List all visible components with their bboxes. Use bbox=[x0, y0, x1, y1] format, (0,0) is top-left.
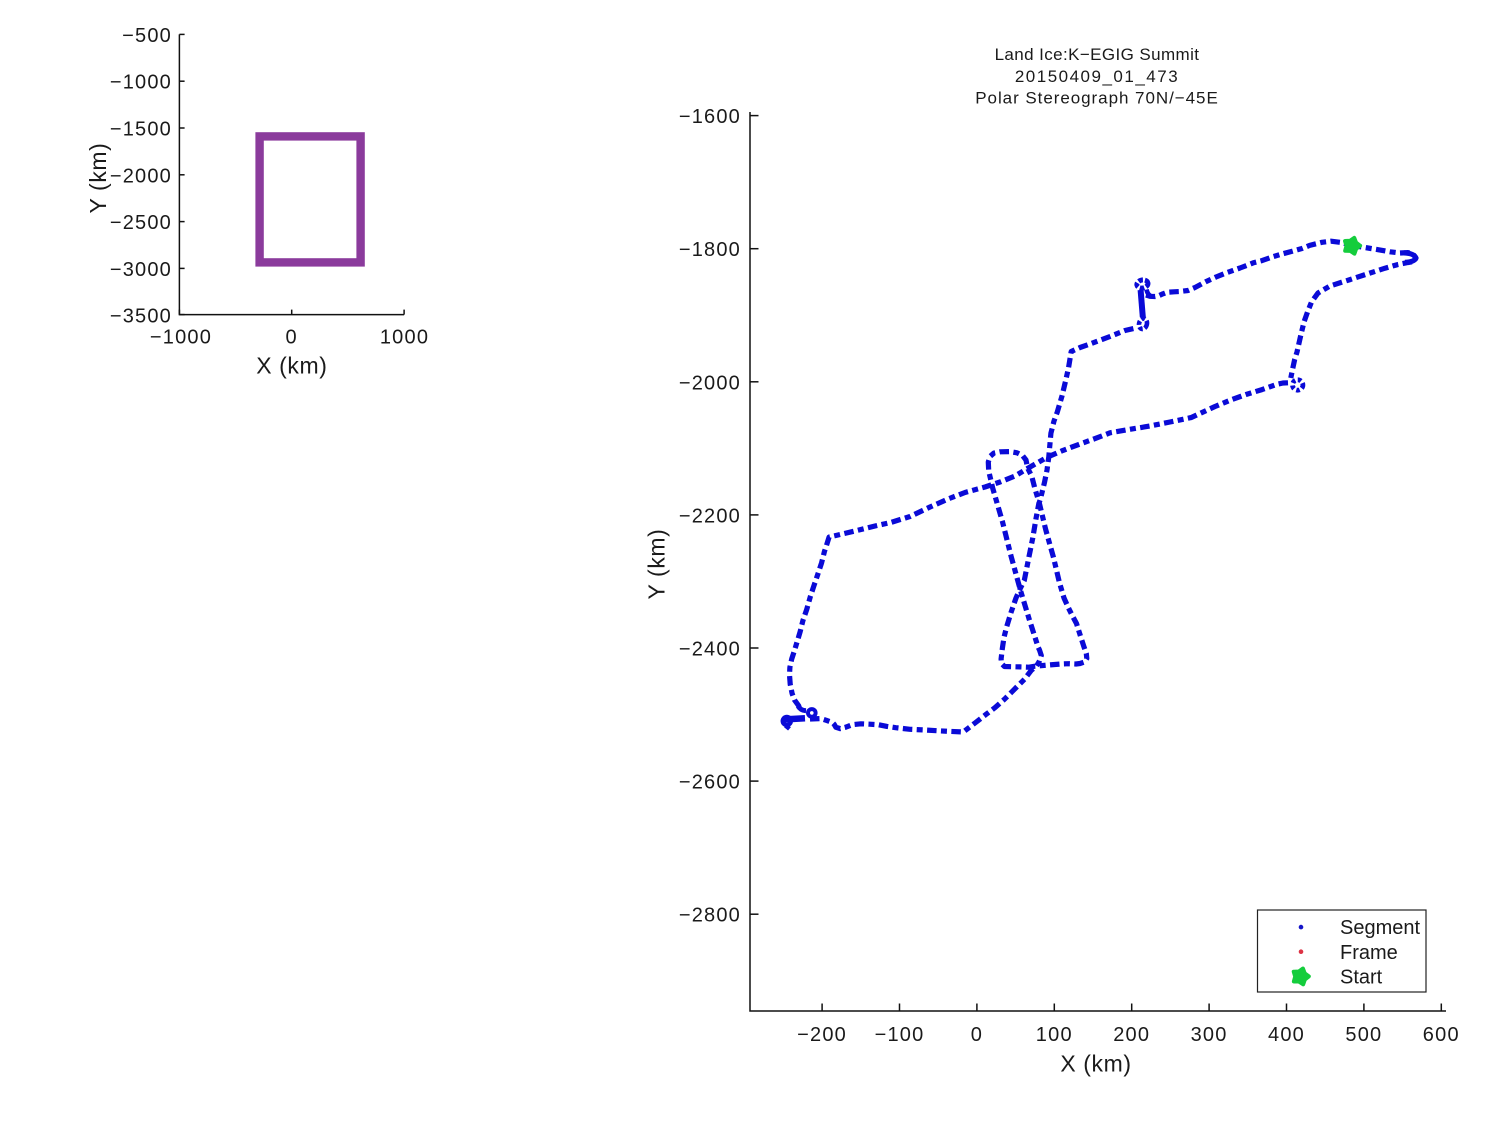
svg-text:−500: −500 bbox=[122, 25, 172, 47]
svg-text:−1000: −1000 bbox=[110, 72, 172, 94]
svg-text:600: 600 bbox=[1423, 1024, 1460, 1046]
svg-text:−1500: −1500 bbox=[110, 119, 172, 141]
svg-text:−2400: −2400 bbox=[679, 639, 741, 661]
svg-text:−3000: −3000 bbox=[110, 259, 172, 281]
svg-text:−3500: −3500 bbox=[110, 306, 172, 328]
svg-text:Polar Stereograph 70N/−45E: Polar Stereograph 70N/−45E bbox=[975, 89, 1218, 108]
svg-text:300: 300 bbox=[1191, 1024, 1228, 1046]
svg-text:Y (km): Y (km) bbox=[85, 143, 111, 214]
svg-text:−1600: −1600 bbox=[679, 106, 741, 128]
svg-text:400: 400 bbox=[1268, 1024, 1305, 1046]
svg-text:500: 500 bbox=[1345, 1024, 1382, 1046]
svg-text:−2000: −2000 bbox=[110, 165, 172, 187]
svg-text:−2600: −2600 bbox=[679, 772, 741, 794]
svg-text:Land Ice:K−EGIG Summit: Land Ice:K−EGIG Summit bbox=[995, 45, 1200, 64]
svg-text:Y (km): Y (km) bbox=[644, 529, 670, 600]
svg-text:Frame: Frame bbox=[1340, 942, 1398, 964]
svg-text:0: 0 bbox=[971, 1024, 983, 1046]
svg-text:−2000: −2000 bbox=[679, 372, 741, 394]
svg-text:−2800: −2800 bbox=[679, 905, 741, 927]
svg-text:0: 0 bbox=[286, 327, 298, 349]
svg-text:−200: −200 bbox=[797, 1024, 847, 1046]
svg-text:20150409_01_473: 20150409_01_473 bbox=[1015, 67, 1179, 86]
svg-text:−2200: −2200 bbox=[679, 505, 741, 527]
svg-text:200: 200 bbox=[1113, 1024, 1150, 1046]
svg-text:−2500: −2500 bbox=[110, 212, 172, 234]
svg-text:Segment: Segment bbox=[1340, 917, 1420, 939]
svg-text:100: 100 bbox=[1036, 1024, 1073, 1046]
svg-text:1000: 1000 bbox=[380, 327, 429, 349]
svg-text:X (km): X (km) bbox=[1060, 1051, 1131, 1077]
svg-text:X (km): X (km) bbox=[256, 353, 327, 379]
svg-text:−100: −100 bbox=[875, 1024, 925, 1046]
svg-text:−1800: −1800 bbox=[679, 239, 741, 261]
svg-text:−1000: −1000 bbox=[150, 327, 212, 349]
svg-text:Start: Start bbox=[1340, 967, 1383, 989]
